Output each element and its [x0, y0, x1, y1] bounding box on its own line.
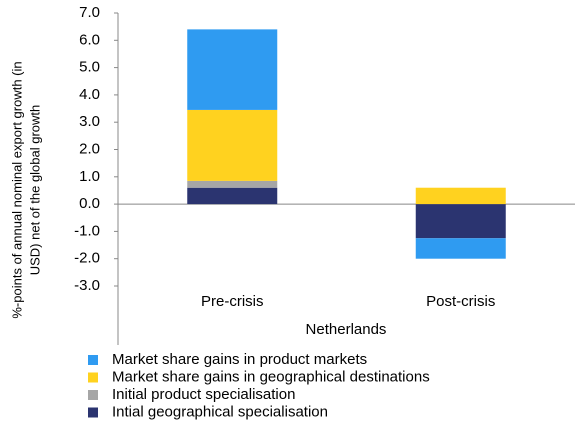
y-tick-label: 4.0: [79, 86, 100, 103]
y-tick-label: 0.0: [79, 195, 100, 212]
y-tick-label: -3.0: [74, 277, 100, 294]
y-tick-label: 6.0: [79, 31, 100, 48]
legend-label: Market share gains in product markets: [112, 351, 367, 368]
y-tick-label: 5.0: [79, 59, 100, 76]
y-axis-title: %-points of annual nominal export growth…: [9, 61, 24, 318]
y-tick-label: 2.0: [79, 140, 100, 157]
bar-segment: [187, 180, 278, 188]
y-tick-label: -1.0: [74, 222, 100, 239]
bar-segment: [187, 29, 278, 110]
y-axis-title: USD) net of the global growth: [27, 105, 42, 276]
legend-label: Intial geographical specialisation: [112, 403, 328, 420]
y-tick-label: -2.0: [74, 250, 100, 267]
x-tick-label: Post-crisis: [426, 293, 495, 310]
legend-label: Market share gains in geographical desti…: [112, 368, 430, 385]
bar-segment: [187, 187, 278, 205]
bar-segment: [187, 109, 278, 181]
legend-swatch: [88, 355, 98, 365]
legend-swatch: [88, 407, 98, 418]
legend-label: Initial product specialisation: [112, 386, 295, 403]
y-tick-label: 3.0: [79, 113, 100, 130]
legend-swatch: [88, 372, 98, 383]
bar-segment: [415, 238, 506, 259]
y-tick-label: 1.0: [79, 168, 100, 185]
legend-swatch: [88, 390, 98, 400]
bar-segment: [415, 204, 506, 239]
x-tick-label: Pre-crisis: [201, 293, 264, 310]
y-tick-label: 7.0: [79, 4, 100, 21]
bar-segment: [415, 187, 506, 205]
x-axis-title: Netherlands: [306, 321, 387, 338]
